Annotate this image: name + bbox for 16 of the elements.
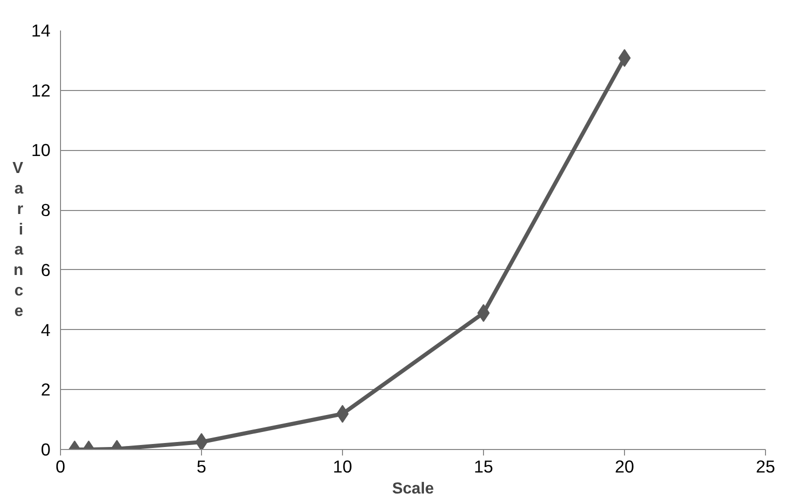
y-tick-label: 2 [40, 380, 51, 400]
y-tick-label: 14 [31, 20, 51, 40]
x-tick-label: 5 [196, 456, 206, 476]
x-axis-title: Scale [392, 480, 434, 498]
y-tick-label: 8 [40, 200, 51, 220]
x-tick-label: 10 [332, 456, 352, 476]
x-tick-label: 15 [474, 456, 494, 476]
y-tick-label: 6 [40, 260, 51, 280]
x-tick-label: 25 [756, 456, 776, 476]
y-tick-label: 12 [31, 80, 51, 100]
y-tick-label: 10 [31, 140, 51, 160]
y-tick-label: 0 [40, 440, 51, 460]
x-tick-label: 0 [56, 456, 66, 476]
y-axis-title: Variance [12, 160, 24, 320]
y-tick-label: 4 [40, 320, 51, 340]
x-tick-label: 20 [614, 456, 634, 476]
